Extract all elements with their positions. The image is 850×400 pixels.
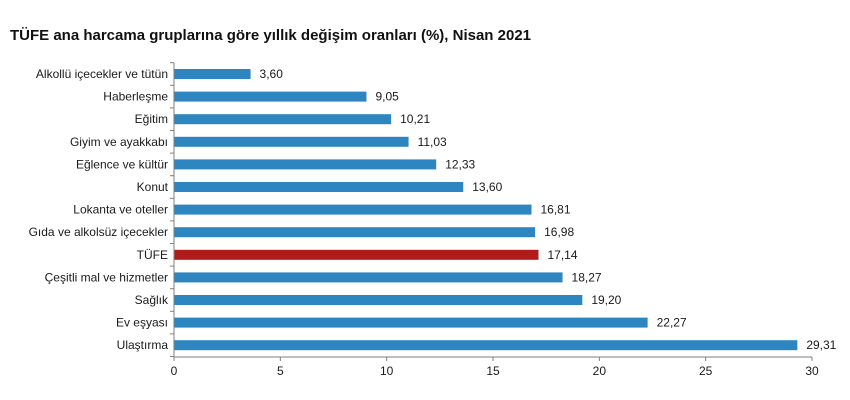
bar-10	[174, 272, 563, 283]
value-label: 16,98	[544, 225, 574, 239]
category-label: Giyim ve ayakkabı	[70, 135, 168, 149]
x-tick-label: 30	[805, 364, 819, 378]
x-tick-label: 20	[593, 364, 607, 378]
category-label: Eğlence ve kültür	[76, 157, 168, 171]
bar-3	[174, 114, 392, 125]
value-label: 9,05	[375, 90, 399, 104]
category-labels: Alkollü içecekler ve tütün Haberleşme Eğit…	[29, 67, 169, 352]
category-label: Ev eşyası	[116, 316, 168, 330]
value-label: 18,27	[572, 270, 602, 284]
value-label: 17,14	[548, 248, 578, 262]
bar-9	[174, 249, 539, 260]
bar-1	[174, 69, 251, 79]
category-label: Çeşitli mal ve hizmetler	[45, 270, 168, 284]
category-label: Ulaştırma	[117, 338, 169, 352]
value-label: 11,03	[418, 135, 447, 149]
x-tick-label: 0	[171, 364, 178, 378]
category-label: Sağlık	[135, 293, 169, 307]
bar-11	[174, 295, 583, 305]
category-label: Haberleşme	[103, 90, 168, 104]
bar-5	[174, 159, 437, 170]
bar-8	[174, 227, 536, 238]
category-label: Konut	[137, 180, 169, 194]
bar-6	[174, 182, 464, 192]
value-label: 19,20	[591, 293, 621, 307]
value-label: 13,60	[472, 180, 502, 194]
category-label: TÜFE	[137, 248, 168, 262]
value-label: 16,81	[540, 203, 570, 217]
category-label: Lokanta ve oteller	[73, 203, 168, 217]
value-label: 10,21	[400, 112, 430, 126]
chart-title: TÜFE ana harcama gruplarına göre yıllık …	[10, 27, 532, 44]
bar-13	[174, 340, 798, 351]
x-tick-label: 10	[380, 364, 394, 378]
x-axis: 0 5 10 15 20 25 30	[170, 62, 819, 378]
bar-4	[174, 136, 409, 147]
value-label: 12,33	[445, 157, 475, 171]
category-label: Alkollü içecekler ve tütün	[36, 67, 168, 81]
value-label: 29,31	[806, 338, 836, 352]
value-label: 22,27	[657, 316, 687, 330]
bar-12	[174, 317, 648, 328]
bar-2	[174, 91, 367, 102]
x-tick-label: 15	[486, 364, 500, 378]
value-label: 3,60	[260, 67, 284, 81]
category-label: Gıda ve alkolsüz içecekler	[29, 225, 168, 239]
bar-7	[174, 204, 532, 215]
x-tick-label: 5	[277, 364, 284, 378]
x-tick-label: 25	[699, 364, 713, 378]
category-label: Eğitim	[135, 112, 168, 126]
bar-group	[174, 69, 798, 351]
